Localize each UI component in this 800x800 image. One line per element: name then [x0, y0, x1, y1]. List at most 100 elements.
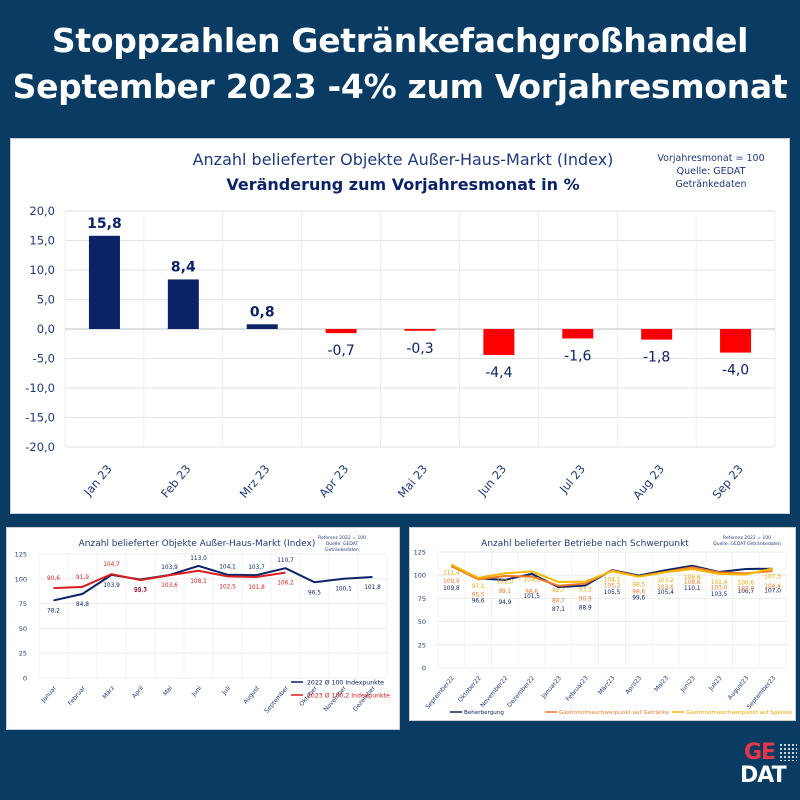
- data-label: 8,4: [171, 259, 196, 275]
- bar-jul-23: [562, 329, 594, 339]
- data-label: 103,6: [657, 585, 674, 591]
- data-label: 98,6: [525, 589, 538, 595]
- data-label: 107,0: [764, 589, 781, 595]
- x-tick-label: Feb 23: [158, 462, 194, 501]
- series-line-2: [450, 563, 773, 583]
- x-tick-label: April23: [624, 675, 643, 696]
- data-label: 99,1: [498, 589, 511, 595]
- x-tick-label: Juli: [220, 685, 232, 697]
- y-tick-label: 25: [19, 650, 27, 658]
- y-tick-label: 125: [15, 551, 27, 559]
- x-tick-label: November22: [479, 675, 509, 709]
- x-tick-label: Mai 23: [395, 462, 430, 500]
- data-label: 104,2: [604, 577, 621, 583]
- data-label: 88,9: [579, 606, 592, 612]
- headline-line-1: Stoppzahlen Getränkefachgroßhandel: [51, 21, 749, 60]
- data-label: 97,1: [472, 584, 485, 590]
- y-tick-label: 0,0: [37, 322, 55, 336]
- bar-sep-23: [720, 329, 752, 353]
- data-label: 101,8: [248, 585, 265, 591]
- logo-ge: GE: [744, 740, 776, 765]
- x-tick-label: Jan 23: [80, 462, 115, 499]
- data-label: 99,3: [134, 587, 147, 593]
- data-label: 98,7: [134, 588, 147, 594]
- bar-jun-23: [483, 329, 515, 355]
- x-tick-label: Februar23: [565, 675, 590, 703]
- main-bar-chart-panel: Anzahl belieferter Objekte Außer-Haus-Ma…: [10, 138, 790, 514]
- data-label: 103,9: [161, 565, 178, 571]
- chart-note-line: Getränkedaten: [675, 179, 746, 190]
- legend-label: Gastronomieschwerpunkt auf Getränke: [559, 710, 670, 716]
- bar-aug-23: [641, 329, 673, 340]
- x-tick-label: Mai23: [653, 675, 670, 694]
- data-label: 94,9: [498, 600, 511, 606]
- data-label: 102,0: [738, 586, 755, 592]
- data-label: 106,2: [277, 581, 294, 587]
- x-tick-label: Juni: [190, 685, 203, 699]
- data-label: -4,0: [722, 363, 749, 379]
- logo-dat: DAT: [740, 763, 787, 788]
- data-label: -0,7: [327, 343, 354, 359]
- data-label: 103,5: [711, 592, 728, 598]
- data-label: 113,0: [190, 556, 207, 562]
- data-label: 101,5: [523, 594, 540, 600]
- data-label: -1,6: [564, 348, 591, 364]
- series-line-1: [53, 569, 286, 590]
- x-tick-label: September: [263, 684, 290, 714]
- chart-title: Anzahl belieferter Objekte Außer-Haus-Ma…: [193, 150, 614, 169]
- index-line-chart: Anzahl belieferter Objekte Außer-Haus-Ma…: [15, 535, 390, 715]
- y-tick-label: -20,0: [25, 440, 55, 454]
- legend-label: 2022 Ø 100 Indexpunkte: [307, 679, 384, 687]
- x-tick-label: Apr 23: [316, 462, 351, 500]
- y-tick-label: 20,0: [29, 204, 55, 218]
- y-tick-label: 5,0: [37, 293, 55, 307]
- x-tick-label: August: [242, 684, 261, 705]
- data-label: 111,4: [443, 571, 460, 577]
- x-tick-label: Dezember22: [506, 675, 536, 709]
- x-tick-label: Aug 23: [630, 462, 667, 502]
- y-tick-label: 50: [418, 618, 426, 626]
- x-tick-label: Januar: [40, 684, 59, 704]
- data-label: 105,5: [604, 590, 621, 596]
- segment-line-chart: Anzahl belieferter Betriebe nach Schwerp…: [414, 535, 793, 716]
- data-label: 98,6: [632, 589, 645, 595]
- y-tick-label: 75: [418, 595, 426, 603]
- data-label: 99,6: [632, 596, 645, 602]
- data-label: 101,4: [711, 580, 728, 586]
- chart-note-line: Referenz 2022 = 100: [318, 535, 366, 541]
- data-label: 104,7: [103, 562, 120, 568]
- data-label: 91,9: [76, 575, 89, 581]
- segment-line-chart-panel: Anzahl belieferter Betriebe nach Schwerp…: [409, 527, 796, 721]
- data-label: -4,4: [485, 365, 512, 381]
- x-tick-label: Mrz 23: [237, 462, 273, 501]
- data-label: 92,7: [552, 588, 565, 594]
- x-tick-label: April: [131, 685, 145, 700]
- y-tick-label: 100: [414, 572, 426, 580]
- data-label: 78,2: [47, 608, 60, 614]
- data-label: 105,4: [657, 590, 674, 596]
- main-bar-chart: Anzahl belieferter Objekte Außer-Haus-Ma…: [25, 150, 776, 502]
- data-label: 90,6: [47, 576, 60, 582]
- chart-note-line: Quelle: GEDAT: [677, 166, 746, 177]
- data-label: 98,5: [632, 583, 645, 589]
- chart-note-line: Vorjahresmonat = 100: [657, 153, 764, 164]
- data-label: 101,8: [364, 585, 381, 591]
- x-tick-label: Januar23: [540, 675, 563, 701]
- data-label: 0,8: [250, 304, 275, 320]
- chart-note-line: Quelle: GEDAT Getränkedaten: [713, 541, 781, 547]
- chart-note-line: Referenz 2022 = 100: [723, 535, 771, 541]
- data-label: 103,6: [161, 583, 178, 589]
- data-label: 93,2: [579, 588, 592, 594]
- data-label: 102,5: [219, 584, 236, 590]
- data-label: 100,1: [335, 587, 352, 593]
- data-label: 100,6: [738, 581, 755, 587]
- data-label: 109,8: [443, 586, 460, 592]
- x-tick-label: August23: [727, 675, 751, 702]
- x-tick-label: Jun 23: [475, 462, 510, 500]
- data-label: 109,9: [443, 579, 460, 585]
- y-tick-label: -5,0: [33, 352, 55, 366]
- data-label: 110,1: [684, 586, 701, 592]
- y-tick-label: 0: [23, 675, 27, 683]
- data-label: 108,6: [684, 580, 701, 586]
- data-label: 106,7: [738, 589, 755, 595]
